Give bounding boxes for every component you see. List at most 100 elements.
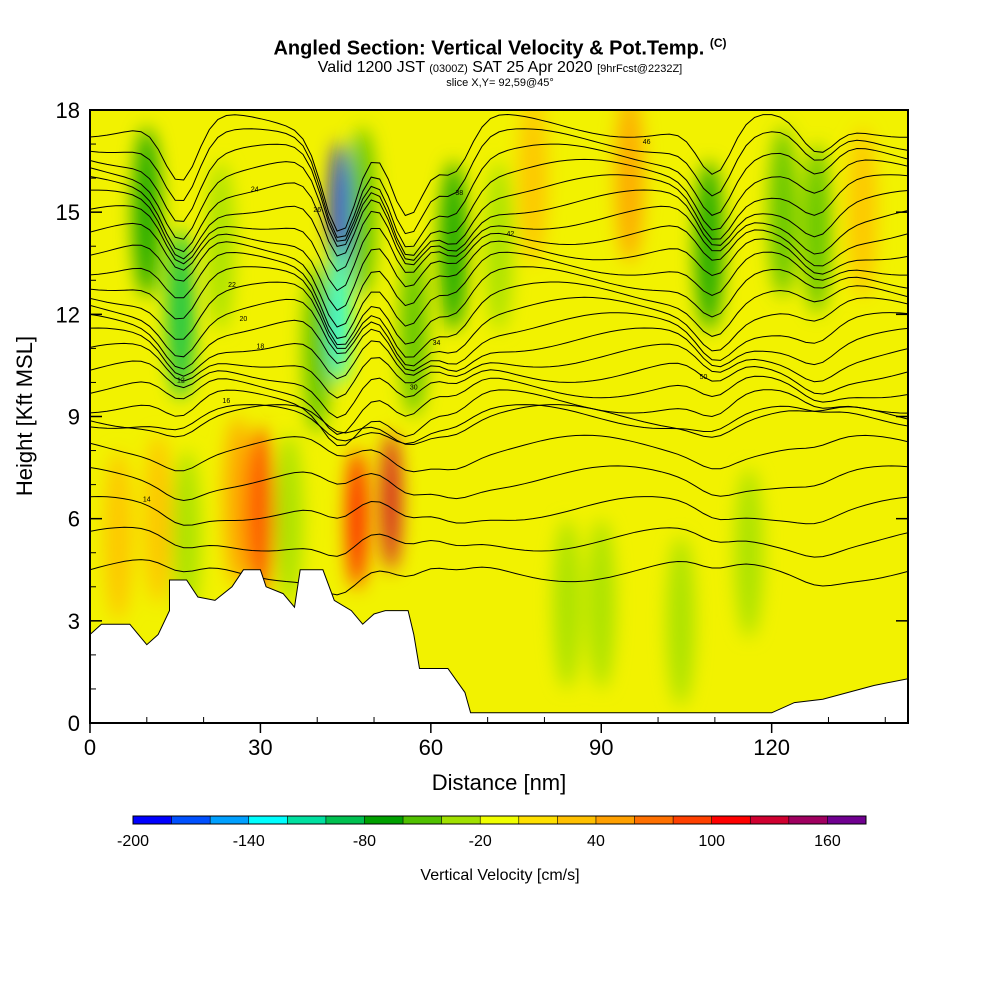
- isentrope-line: [90, 465, 908, 502]
- isentrope-line: [90, 389, 908, 447]
- velocity-feature-7: [246, 426, 275, 597]
- colorbar-tick-label: -200: [117, 833, 149, 850]
- y-tick-label: 6: [68, 507, 80, 532]
- isentrope-line: [90, 222, 908, 311]
- velocity-feature-4: [166, 229, 195, 400]
- x-tick-label: 120: [753, 735, 790, 760]
- isentrope-label: 18: [257, 343, 265, 350]
- isentrope-label: 14: [143, 497, 151, 504]
- colorbar-swatch: [750, 816, 789, 824]
- velocity-feature-10: [329, 142, 350, 283]
- colorbar-swatch: [673, 816, 712, 824]
- isentrope-line: [90, 296, 908, 367]
- title-main: Angled Section: Vertical Velocity & Pot.…: [273, 37, 705, 60]
- velocity-feature-0: [104, 450, 133, 621]
- velocity-feature-25: [769, 127, 798, 298]
- colorbar-swatch: [364, 816, 404, 824]
- isentrope-line: [90, 174, 908, 261]
- velocity-feature-8: [274, 433, 303, 604]
- velocity-feature-2: [172, 450, 201, 621]
- velocity-feature-20: [587, 518, 616, 689]
- colorbar-frame: [132, 815, 867, 825]
- isentrope-label: 26: [313, 207, 321, 214]
- plot-area: 14 12 16 18 20 22 24 26 30 34 38 42 46 50: [90, 110, 908, 723]
- colorbar-label: Vertical Velocity [cm/s]: [420, 867, 579, 884]
- velocity-feature-13: [346, 448, 367, 589]
- slice-info: slice X,Y= 92,59@45°: [446, 77, 554, 89]
- velocity-feature-22: [666, 535, 695, 706]
- isentrope-line: [90, 281, 908, 358]
- colorbar-swatch: [133, 816, 172, 824]
- x-tick-label: 90: [589, 735, 613, 760]
- isentrope-line: [90, 375, 908, 435]
- isentrope-label: 34: [433, 340, 441, 347]
- isentrope-line: [90, 128, 908, 238]
- colorbar-tick-label: 100: [698, 833, 725, 850]
- colorbar: -200 -140 -80 -20 40 100 160: [117, 815, 867, 850]
- isentrope-line: [90, 559, 908, 596]
- colorbar-swatch: [287, 816, 326, 824]
- velocity-feature-17: [485, 161, 513, 332]
- velocity-feature-11: [329, 244, 350, 385]
- isentrope-line: [90, 143, 908, 248]
- colorbar-tick-label: 40: [587, 833, 605, 850]
- isentrope-label: 38: [455, 190, 463, 197]
- isentrope-label: 16: [222, 398, 230, 405]
- colorbar-swatch: [788, 816, 828, 824]
- isentrope-line: [90, 342, 908, 399]
- colorbar-swatch: [557, 816, 596, 824]
- isentrope-label: 20: [239, 316, 247, 323]
- y-tick-label: 3: [68, 609, 80, 634]
- velocity-feature-16: [439, 161, 468, 332]
- isentrope-label: 30: [410, 384, 418, 391]
- colorbar-swatch: [480, 816, 519, 824]
- terrain-mask: [90, 569, 908, 723]
- isentrope-line: [90, 266, 908, 346]
- y-tick-label: 15: [56, 200, 80, 225]
- colorbar-tick-label: -80: [353, 833, 376, 850]
- isentrope-line: [90, 238, 908, 328]
- x-tick-label: 0: [84, 735, 96, 760]
- isentrope-label: 22: [228, 282, 236, 289]
- x-tick-label: 30: [248, 735, 272, 760]
- colorbar-swatch: [171, 816, 211, 824]
- isentrope-line: [90, 404, 908, 446]
- isentrope-line: [90, 526, 908, 558]
- x-tick-label: 60: [419, 735, 443, 760]
- velocity-feature-24: [734, 467, 763, 638]
- velocity-feature-19: [553, 518, 582, 689]
- isentrope-line: [90, 189, 908, 272]
- isentrope-line: [90, 113, 908, 232]
- velocity-feature-5: [206, 161, 235, 332]
- chart-title: Angled Section: Vertical Velocity & Pot.…: [0, 36, 1000, 61]
- y-tick-label: 18: [56, 98, 80, 123]
- isentrope-line: [90, 205, 908, 292]
- velocity-feature-6: [223, 416, 252, 587]
- colorbar-swatch: [518, 816, 558, 824]
- colorbar-tick-label: -20: [469, 833, 492, 850]
- colorbar-tick-label: -140: [233, 833, 265, 850]
- colorbar-swatch: [403, 816, 442, 824]
- colorbar-swatch: [827, 816, 866, 824]
- chart-subtitle: Valid 1200 JST (0300Z) SAT 25 Apr 2020 […: [0, 59, 1000, 77]
- velocity-feature-27: [848, 127, 877, 298]
- valid-time: Valid 1200 JST: [317, 59, 425, 76]
- colorbar-swatch: [325, 816, 365, 824]
- x-axis-label: Distance [nm]: [432, 770, 567, 795]
- velocity-feature-14: [381, 431, 402, 572]
- isentrope-label: 50: [700, 374, 708, 381]
- velocity-feature-26: [803, 144, 832, 315]
- isentrope-line: [90, 360, 908, 419]
- isentrope-line: [90, 327, 908, 380]
- isentrope-line: [90, 158, 908, 256]
- forecast-tag: [9hrFcst@2232Z]: [597, 63, 683, 75]
- velocity-feature-3: [132, 127, 161, 298]
- y-tick-label: 0: [68, 711, 80, 736]
- isentrope-line: [90, 434, 908, 473]
- title-tag: (C): [709, 36, 727, 50]
- y-axis-label: Height [Kft MSL]: [12, 336, 37, 496]
- velocity-feature-23: [695, 161, 724, 332]
- isentrope-line: [90, 404, 908, 445]
- potential-temperature-contours: 14 12 16 18 20 22 24 26 30 34 38 42 46 50: [90, 113, 908, 596]
